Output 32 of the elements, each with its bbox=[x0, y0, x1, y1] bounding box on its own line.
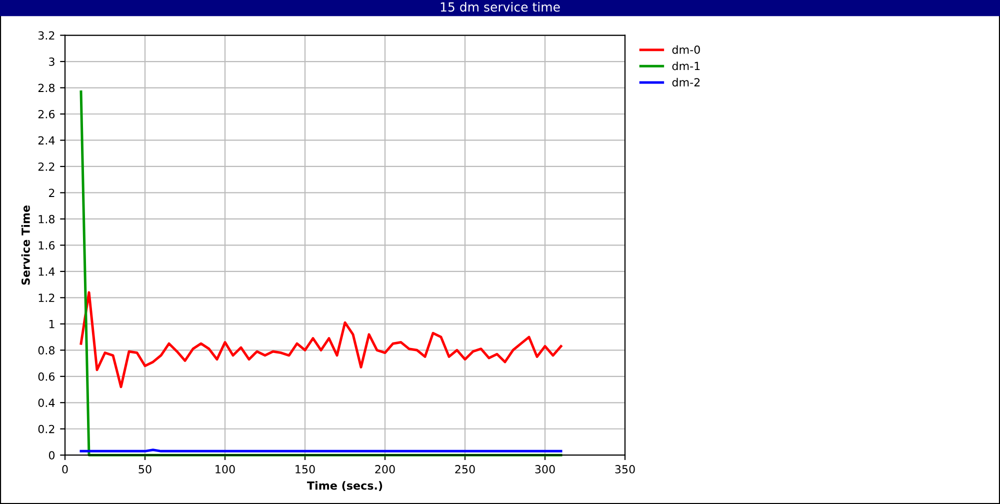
y-tick-label: 0.8 bbox=[38, 346, 55, 355]
y-tick-label: 2 bbox=[49, 188, 54, 197]
chart-title: 15 dm service time bbox=[440, 2, 560, 12]
y-tick-label: 3.2 bbox=[38, 31, 54, 40]
line-series bbox=[80, 291, 562, 388]
y-tick-label: 1.8 bbox=[38, 214, 55, 224]
y-tick-label: 2.4 bbox=[38, 136, 55, 144]
y-tick-label: 0 bbox=[48, 451, 55, 460]
x-axis-title: Time (secs.) bbox=[307, 481, 382, 492]
y-tick-label: 1.6 bbox=[38, 241, 55, 250]
y-tick-label: 2.6 bbox=[38, 110, 55, 118]
x-tick-label: 0 bbox=[62, 465, 68, 474]
y-tick-label: 0.2 bbox=[38, 424, 54, 434]
x-tick-label: 350 bbox=[615, 465, 635, 474]
x-tick-label: 250 bbox=[455, 465, 475, 474]
x-tick-label: 100 bbox=[216, 465, 235, 474]
x-tick-label: 200 bbox=[375, 465, 395, 474]
y-axis-title: Service Time bbox=[21, 205, 30, 285]
y-tick-label: 3 bbox=[49, 57, 54, 66]
y-tick-label: 0.6 bbox=[38, 372, 55, 381]
legend-label: dm-1 bbox=[672, 62, 700, 70]
y-tick-label: 1.2 bbox=[38, 294, 54, 302]
x-tick-label: 50 bbox=[138, 465, 152, 474]
y-tick-label: 2.8 bbox=[38, 84, 55, 92]
y-tick-label: 1 bbox=[49, 320, 54, 328]
y-tick-label: 0.4 bbox=[38, 398, 55, 408]
y-tick-label: 1.4 bbox=[38, 268, 55, 276]
x-tick-label: 150 bbox=[296, 465, 315, 474]
legend-label: dm-2 bbox=[672, 78, 700, 86]
legend-label: dm-0 bbox=[672, 45, 700, 54]
y-tick-label: 2.2 bbox=[38, 162, 54, 171]
x-tick-label: 300 bbox=[535, 465, 555, 474]
